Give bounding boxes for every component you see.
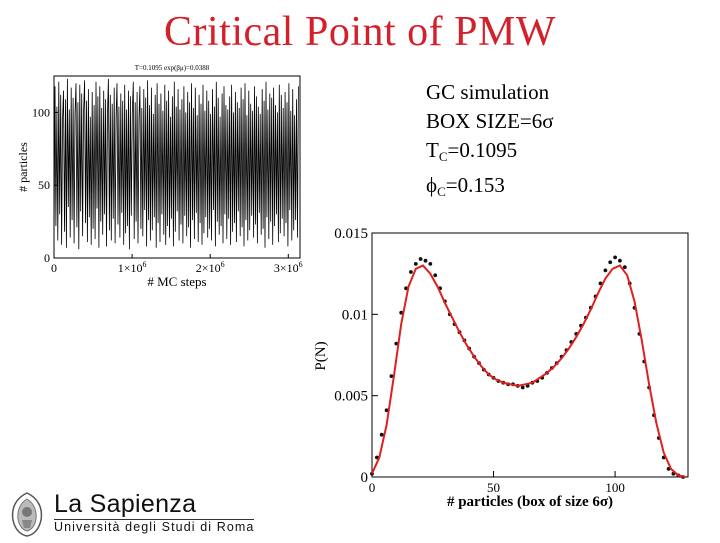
data-point <box>423 258 428 263</box>
tc-symbol: T <box>426 138 439 162</box>
data-point <box>613 255 617 260</box>
data-point <box>409 270 413 274</box>
logo-divider <box>54 519 254 520</box>
data-point <box>618 258 622 263</box>
y-tick-label: 0 <box>44 251 50 265</box>
logo-subtitle: Università degli Studi di Roma <box>54 520 255 534</box>
x-tick-label: 50 <box>487 480 500 495</box>
x-tick-label: 0 <box>51 261 57 275</box>
axis-ticks: 0 1×106 2×106 3×106 0 50 100 <box>32 105 303 275</box>
data-point <box>428 262 433 266</box>
sapienza-crest-icon <box>11 492 43 537</box>
data-point <box>394 341 399 346</box>
slide-title: Critical Point of PMW <box>164 9 556 55</box>
particle-count-line <box>53 78 299 250</box>
data-point <box>608 260 613 265</box>
y-tick-label: 0 <box>361 470 369 486</box>
y-axis-label: P(N) <box>313 341 329 370</box>
y-tick-label: 50 <box>38 178 50 192</box>
data-point <box>404 286 408 291</box>
plot-frame <box>53 75 301 259</box>
x-tick-label: 3×106 <box>274 260 303 275</box>
x-tick-label: 2×106 <box>196 260 225 275</box>
info-line-box-size: BOX SIZE=6σ <box>426 109 554 133</box>
data-point <box>413 262 418 266</box>
logo-name: La Sapienza <box>54 490 197 518</box>
x-axis-label: # MC steps <box>147 274 206 289</box>
data-points <box>370 255 685 479</box>
phic-subscript: C <box>437 184 446 199</box>
x-tick-label: 0 <box>369 480 376 495</box>
series-group <box>53 78 299 250</box>
fit-curve <box>371 264 686 478</box>
mc-timeseries-chart: T=0.1095 exp(βμ)=0.0388 0 1×106 2×106 3×106… <box>16 64 303 289</box>
y-axis-label: # particles <box>16 142 30 192</box>
y-tick-label: 0.005 <box>334 389 368 405</box>
data-point <box>389 374 394 378</box>
plot-frame <box>371 232 689 478</box>
info-line-critical-density: ϕC=0.153 <box>426 171 554 206</box>
data-point <box>622 265 627 270</box>
x-axis-label: # particles (box of size 6σ) <box>447 494 613 510</box>
y-tick-label: 0.01 <box>342 307 368 323</box>
data-point <box>520 385 525 390</box>
phic-symbol: ϕ <box>426 173 438 197</box>
distribution-chart: 0 50 100 0 0.005 0.01 0.015 # particles (box o… <box>313 226 689 510</box>
data-point <box>603 268 608 273</box>
data-point <box>379 432 384 437</box>
phic-value: =0.153 <box>445 173 505 197</box>
x-tick-label: 100 <box>605 480 625 495</box>
info-line-simulation: GC simulation <box>426 80 550 104</box>
university-logo: La Sapienza Università degli Studi di Ro… <box>6 490 276 540</box>
data-point <box>418 257 423 261</box>
axis-ticks: 0 50 100 0 0.005 0.01 0.015 <box>334 226 625 495</box>
y-tick-label: 100 <box>32 105 50 119</box>
y-tick-label: 0.015 <box>334 226 368 242</box>
data-point <box>433 273 438 278</box>
info-line-critical-temperature: TC=0.1095 <box>426 136 554 171</box>
data-point <box>399 310 404 315</box>
tc-value: =0.1095 <box>447 138 518 162</box>
chart-title: T=0.1095 exp(βμ)=0.0388 <box>135 64 210 72</box>
tc-subscript: C <box>438 149 448 164</box>
data-point <box>384 408 389 413</box>
simulation-info: GC simulation BOX SIZE=6σ TC=0.1095 ϕC=0… <box>426 78 554 206</box>
x-tick-label: 1×106 <box>118 260 147 275</box>
